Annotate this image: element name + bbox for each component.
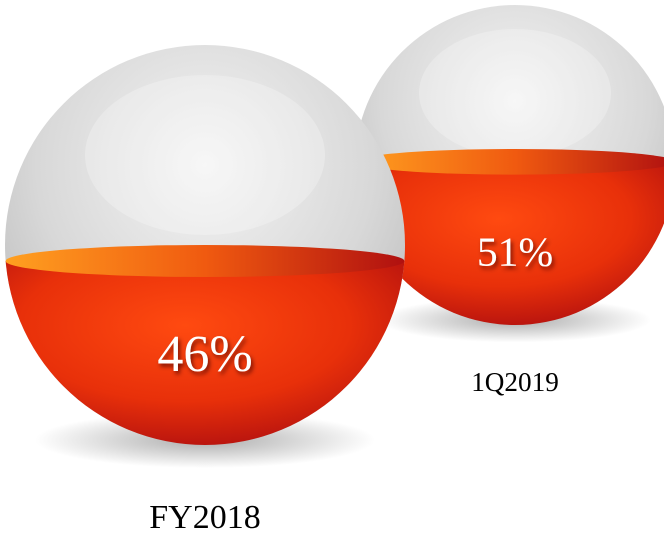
category-label: FY2018 — [149, 499, 260, 536]
fill-surface — [5, 245, 405, 277]
sphere-highlight — [419, 29, 611, 157]
value-label: 46% — [157, 326, 252, 383]
sphere-highlight — [85, 75, 325, 235]
fill-surface — [355, 149, 664, 175]
value-label: 51% — [477, 229, 553, 275]
category-label: 1Q2019 — [471, 367, 559, 397]
